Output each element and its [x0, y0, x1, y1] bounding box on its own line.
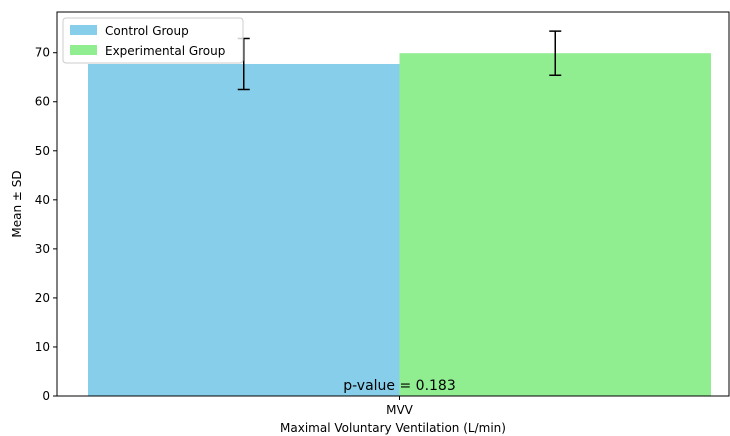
y-tick-label: 30 [35, 242, 50, 256]
y-tick-label: 70 [35, 46, 50, 60]
bars-group [88, 53, 711, 396]
y-axis-label: Mean ± SD [10, 170, 24, 237]
plot-frame [56, 11, 730, 397]
y-tick-label: 20 [35, 291, 50, 305]
legend-label: Experimental Group [105, 44, 225, 58]
legend-swatch [70, 45, 97, 55]
x-axis-label: Maximal Voluntary Ventilation (L/min) [280, 421, 506, 435]
y-tick-label: 0 [42, 389, 50, 403]
bar-control-group [88, 63, 400, 396]
y-tick-label: 50 [35, 144, 50, 158]
y-ticks-group: 0 10 20 30 40 50 60 70 [35, 46, 57, 403]
legend-label: Control Group [105, 24, 189, 38]
p-value-annotation: p-value = 0.183 [343, 378, 456, 394]
x-tick-label: MVV [386, 403, 414, 417]
y-tick-label: 60 [35, 95, 50, 109]
x-ticks-group: MVV [386, 396, 414, 417]
y-tick-label: 40 [35, 193, 50, 207]
legend: Control Group Experimental Group [62, 17, 244, 64]
bar-experimental-group [399, 53, 711, 396]
legend-swatch [70, 25, 97, 35]
legend-box [62, 17, 244, 64]
error-bar-experimental-group [549, 30, 562, 77]
y-tick-label: 10 [35, 340, 50, 354]
